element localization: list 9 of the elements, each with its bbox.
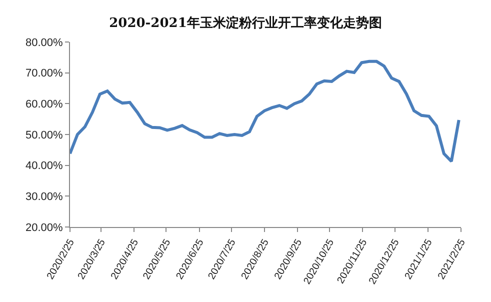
y-tick-label: 80.00% (25, 36, 64, 49)
y-tick-label: 30.00% (25, 191, 64, 204)
y-tick-label: 60.00% (25, 98, 64, 111)
y-tick-label: 40.00% (25, 160, 64, 172)
y-tick-label: 70.00% (25, 68, 64, 80)
y-tick-label: 50.00% (25, 129, 64, 142)
line-series (70, 60, 460, 163)
y-tick-label: 20.00% (25, 222, 64, 234)
chart-title: 2020-2021年玉米淀粉行业开工率变化走势图 (109, 15, 382, 32)
